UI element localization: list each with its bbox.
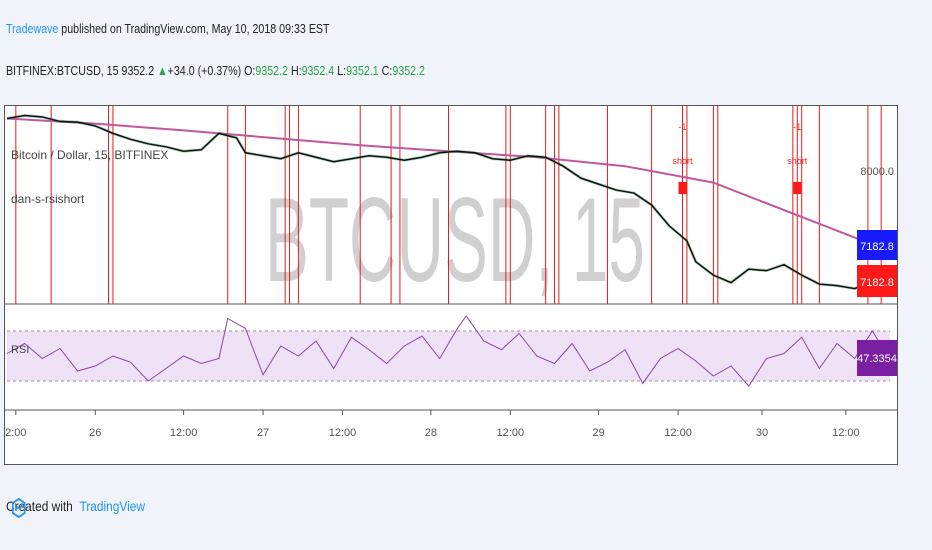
low-value: 9352.1 — [346, 63, 379, 78]
symbol-label: BITFINEX:BTCUSD, 15 — [6, 63, 119, 78]
close-value: 9352.2 — [392, 63, 425, 78]
publish-line: Tradewave published on TradingView.com, … — [6, 21, 330, 36]
x-tick-label: 2:00 — [5, 427, 26, 439]
symbol-label: Bitcoin / Dollar, 15, BITFINEX — [11, 148, 168, 162]
signal-label: short — [787, 156, 808, 166]
price-tag-blue-label: 7182.8 — [860, 241, 894, 253]
x-tick-label: 27 — [257, 427, 269, 439]
tradingview-logo-icon — [11, 497, 26, 519]
signal-marker — [678, 182, 687, 194]
x-tick-label: 12:00 — [329, 427, 357, 439]
rsi-band — [7, 331, 890, 381]
indicator-label: dan-s-rsishort — [11, 192, 85, 206]
x-tick-label: 28 — [425, 427, 437, 439]
published-text: published on TradingView.com, May 10, 20… — [58, 21, 330, 36]
high-label: H: — [290, 63, 302, 78]
up-arrow-icon: ▲ — [157, 63, 168, 78]
last-price: 9352.2 — [121, 63, 155, 78]
watermark-text: BTCUSD, 15 — [265, 173, 645, 307]
chart-svg: BTCUSD, 15 -1 short -1 short Bitcoin / Dollar… — [5, 106, 897, 439]
price-tag-blue — [857, 230, 897, 260]
signal-prefix: -1 — [793, 122, 801, 132]
rsi-value-tag — [857, 340, 897, 376]
x-tick-label: 12:00 — [832, 427, 860, 439]
x-tick-label: 29 — [592, 427, 604, 439]
brand-link[interactable]: TradingView — [79, 498, 146, 514]
price-line — [6, 114, 891, 291]
signal-marker — [793, 182, 802, 194]
signal-prefix: -1 — [678, 122, 686, 132]
rsi-value-label: 47.3354 — [857, 353, 897, 365]
x-tick-label: 26 — [89, 427, 101, 439]
author-link[interactable]: Tradewave — [6, 21, 59, 36]
high-value: 9352.4 — [301, 63, 335, 78]
price-tag-red — [857, 265, 897, 297]
low-label: L: — [337, 63, 347, 78]
y-tick-label: 8000.0 — [860, 166, 894, 178]
change-label: +34.0 (+0.37%) — [167, 63, 242, 78]
x-tick-label: 12:00 — [664, 427, 692, 439]
rsi-label: RSI — [11, 344, 29, 356]
price-tag-red-label: 7182.8 — [860, 277, 894, 289]
chart-area[interactable]: BTCUSD, 15 -1 short -1 short Bitcoin / Dollar… — [4, 105, 898, 465]
x-tick-label: 12:00 — [497, 427, 525, 439]
x-tick-label: 12:00 — [170, 427, 198, 439]
x-tick-label: 30 — [756, 427, 768, 439]
close-label: C: — [381, 63, 393, 78]
footer: Created with TradingView — [6, 497, 146, 519]
open-label: O: — [244, 63, 256, 78]
open-value: 9352.2 — [255, 63, 288, 78]
ohlc-line: BITFINEX:BTCUSD, 15 9352.2 ▲+34.0 (+0.37… — [6, 63, 425, 78]
signal-label: short — [672, 156, 693, 166]
rsi-line — [6, 315, 891, 387]
